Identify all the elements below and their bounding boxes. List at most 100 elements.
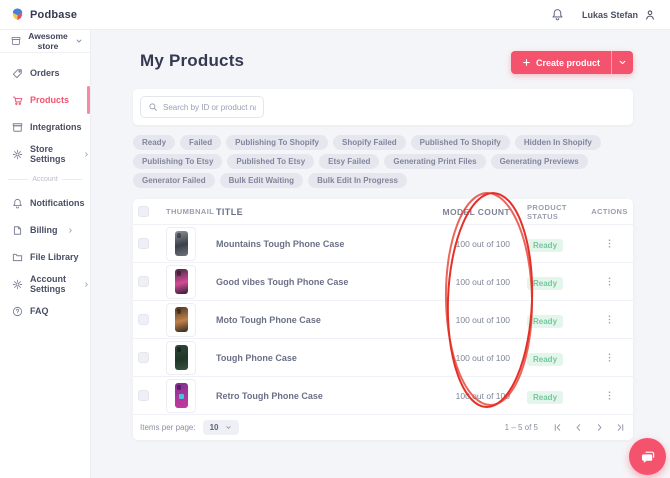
- sidebar-item-label: Account Settings: [30, 274, 66, 294]
- chat-bubbles-icon: [641, 451, 654, 463]
- sidebar-item-integrations[interactable]: Integrations: [0, 118, 90, 136]
- sidebar-nav: Orders Products Integrations: [0, 53, 90, 320]
- store-icon: [11, 37, 21, 45]
- sidebar-item-account-settings[interactable]: Account Settings: [0, 274, 90, 294]
- filter-chip[interactable]: Ready: [133, 135, 176, 150]
- sidebar-item-billing[interactable]: Billing: [0, 221, 90, 239]
- model-count: 100 out of 100: [455, 390, 510, 401]
- filter-chip[interactable]: Published To Etsy: [227, 154, 315, 169]
- sidebar-item-faq[interactable]: FAQ: [0, 302, 90, 320]
- filter-chip[interactable]: Published To Shopify: [410, 135, 510, 150]
- app-logo: Podbase: [10, 7, 77, 22]
- row-checkbox[interactable]: [138, 238, 149, 249]
- table-row[interactable]: Mountains Tough Phone Case 100 out of 10…: [133, 225, 633, 263]
- question-circle-icon: [12, 306, 23, 317]
- row-checkbox[interactable]: [138, 314, 149, 325]
- filter-chip[interactable]: Publishing To Etsy: [133, 154, 223, 169]
- plus-icon: [523, 59, 530, 66]
- filter-chip[interactable]: Hidden In Shopify: [514, 135, 601, 150]
- thumbnail-card: [166, 340, 196, 375]
- items-per-page-value: 10: [209, 423, 219, 432]
- row-actions-menu-button[interactable]: [604, 390, 615, 401]
- sidebar-item-label: Notifications: [30, 198, 85, 208]
- filter-chips: Ready Failed Publishing To Shopify Shopify …: [133, 135, 633, 188]
- create-product-button[interactable]: Create product: [510, 51, 633, 74]
- filter-chip[interactable]: Publishing To Shopify: [226, 135, 328, 150]
- model-count: 100 out of 100: [455, 314, 510, 325]
- store-selector[interactable]: Awesome store: [0, 30, 90, 53]
- table-row[interactable]: Retro Tough Phone Case 100 out of 100 Re…: [133, 377, 633, 415]
- row-actions-menu-button[interactable]: [604, 276, 615, 287]
- status-badge: Ready: [527, 276, 564, 290]
- sidebar-item-label: Billing: [30, 225, 58, 235]
- kebab-menu-icon: [608, 239, 611, 248]
- column-header-thumbnail: THUMBNAIL: [166, 207, 215, 216]
- next-page-button[interactable]: [595, 423, 604, 432]
- filter-chip[interactable]: Generating Previews: [490, 154, 588, 169]
- chevron-left-icon: [576, 424, 581, 431]
- search-input[interactable]: [163, 102, 256, 112]
- archive-box-icon: [12, 122, 23, 133]
- first-page-button[interactable]: [553, 423, 562, 432]
- status-badge: Ready: [527, 390, 564, 404]
- create-product-main[interactable]: Create product: [511, 51, 612, 74]
- thumbnail-card: [166, 264, 196, 299]
- sidebar: Awesome store Orders Products: [0, 30, 91, 478]
- chevron-right-icon: [597, 424, 602, 431]
- thumbnail-accent: [178, 394, 184, 399]
- sidebar-item-orders[interactable]: Orders: [0, 64, 90, 82]
- last-page-icon: [617, 424, 624, 431]
- filter-chip[interactable]: Failed: [180, 135, 222, 150]
- pagination-range: 1 – 5 of 5: [504, 423, 538, 432]
- filter-chip[interactable]: Etsy Failed: [319, 154, 380, 169]
- filter-chip[interactable]: Bulk Edit Waiting: [219, 173, 304, 188]
- chevron-down-icon: [76, 39, 82, 43]
- sidebar-item-notifications[interactable]: Notifications: [0, 194, 90, 212]
- previous-page-button[interactable]: [574, 423, 583, 432]
- status-badge: Ready: [527, 238, 564, 252]
- model-count: 100 out of 100: [455, 238, 510, 249]
- filter-chip[interactable]: Generator Failed: [133, 173, 215, 188]
- items-per-page-select[interactable]: 10: [202, 420, 239, 435]
- first-page-icon: [554, 424, 561, 431]
- chevron-down-icon: [619, 60, 626, 65]
- sidebar-item-products[interactable]: Products: [0, 86, 90, 114]
- create-product-dropdown[interactable]: [612, 51, 633, 74]
- select-all-checkbox[interactable]: [138, 206, 149, 217]
- search-box[interactable]: [140, 96, 264, 118]
- gear-icon: [12, 279, 23, 290]
- row-actions-menu-button[interactable]: [604, 314, 615, 325]
- bell-icon: [552, 9, 563, 21]
- notifications-bell-button[interactable]: [551, 8, 564, 21]
- row-actions-menu-button[interactable]: [604, 238, 615, 249]
- table-row[interactable]: Tough Phone Case 100 out of 100 Ready: [133, 339, 633, 377]
- product-thumbnail: [174, 231, 188, 256]
- filter-chip[interactable]: Shopify Failed: [332, 135, 406, 150]
- last-page-button[interactable]: [616, 423, 625, 432]
- sidebar-item-label: File Library: [30, 252, 79, 262]
- row-actions-menu-button[interactable]: [604, 352, 615, 363]
- items-per-page-label: Items per page:: [140, 423, 196, 432]
- user-menu[interactable]: Lukas Stefan: [582, 9, 656, 21]
- sidebar-item-file-library[interactable]: File Library: [0, 248, 90, 266]
- search-card: [133, 89, 633, 125]
- row-checkbox[interactable]: [138, 390, 149, 401]
- row-checkbox[interactable]: [138, 352, 149, 363]
- product-title: Tough Phone Case: [216, 352, 297, 363]
- table-row[interactable]: Moto Tough Phone Case 100 out of 100 Rea…: [133, 301, 633, 339]
- sidebar-item-label: Products: [30, 95, 70, 105]
- filter-chip[interactable]: Generating Print Files: [384, 154, 486, 169]
- product-title: Moto Tough Phone Case: [216, 314, 321, 325]
- sidebar-item-label: FAQ: [30, 306, 49, 316]
- chevron-down-icon: [225, 426, 231, 429]
- table-header-row: THUMBNAIL TITLE MODEL COUNT PRODUCT STAT…: [133, 199, 633, 225]
- chat-widget-button[interactable]: [629, 438, 666, 475]
- row-checkbox[interactable]: [138, 276, 149, 287]
- table-row[interactable]: Good vibes Tough Phone Case 100 out of 1…: [133, 263, 633, 301]
- thumbnail-card: [166, 302, 196, 337]
- filter-chip[interactable]: Bulk Edit In Progress: [308, 173, 407, 188]
- sidebar-item-store-settings[interactable]: Store Settings: [0, 144, 90, 164]
- product-thumbnail: [174, 307, 188, 332]
- column-header-product-status: PRODUCT STATUS: [527, 202, 567, 221]
- table-body: Mountains Tough Phone Case 100 out of 10…: [133, 225, 633, 415]
